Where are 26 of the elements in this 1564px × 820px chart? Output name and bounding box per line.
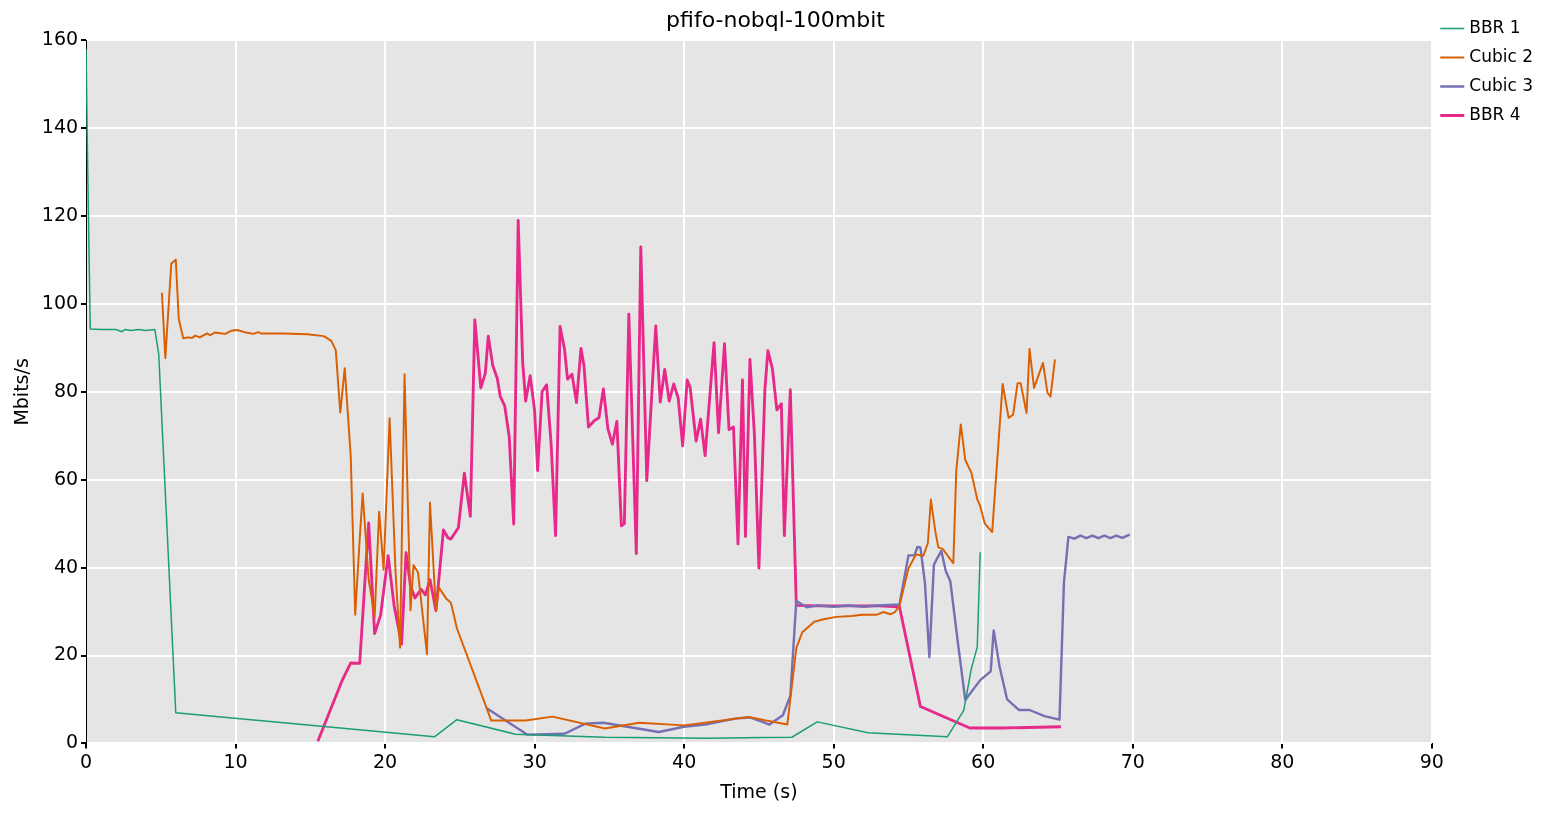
y-tick-label: 40 xyxy=(53,554,79,577)
chart-title: pfifo-nobql-100mbit xyxy=(666,6,886,32)
x-tick-label: 90 xyxy=(1419,749,1444,772)
x-tick-label: 0 xyxy=(80,749,93,772)
legend-label: Cubic 3 xyxy=(1469,74,1534,95)
y-tick-label: 20 xyxy=(53,642,79,665)
x-tick-label: 10 xyxy=(223,749,248,772)
x-tick-label: 60 xyxy=(971,749,996,772)
x-axis-title: Time (s) xyxy=(719,779,798,802)
x-tick-label: 50 xyxy=(821,749,846,772)
legend-label: Cubic 2 xyxy=(1469,45,1534,66)
x-tick-label: 70 xyxy=(1120,749,1145,772)
y-axis-title: Mbits/s xyxy=(10,358,33,426)
y-tick-label: 60 xyxy=(53,466,79,489)
x-tick-label: 40 xyxy=(672,749,697,772)
y-tick-label: 120 xyxy=(41,203,79,226)
legend-label: BBR 4 xyxy=(1469,103,1521,124)
legend-label: BBR 1 xyxy=(1469,16,1521,37)
y-tick-label: 100 xyxy=(41,290,79,313)
x-tick-label: 30 xyxy=(522,749,547,772)
y-tick-label: 160 xyxy=(41,27,79,50)
x-tick-label: 20 xyxy=(373,749,398,772)
y-tick-label: 80 xyxy=(53,378,79,401)
y-tick-label: 0 xyxy=(65,730,79,753)
x-tick-label: 80 xyxy=(1270,749,1295,772)
y-tick-label: 140 xyxy=(41,115,79,138)
